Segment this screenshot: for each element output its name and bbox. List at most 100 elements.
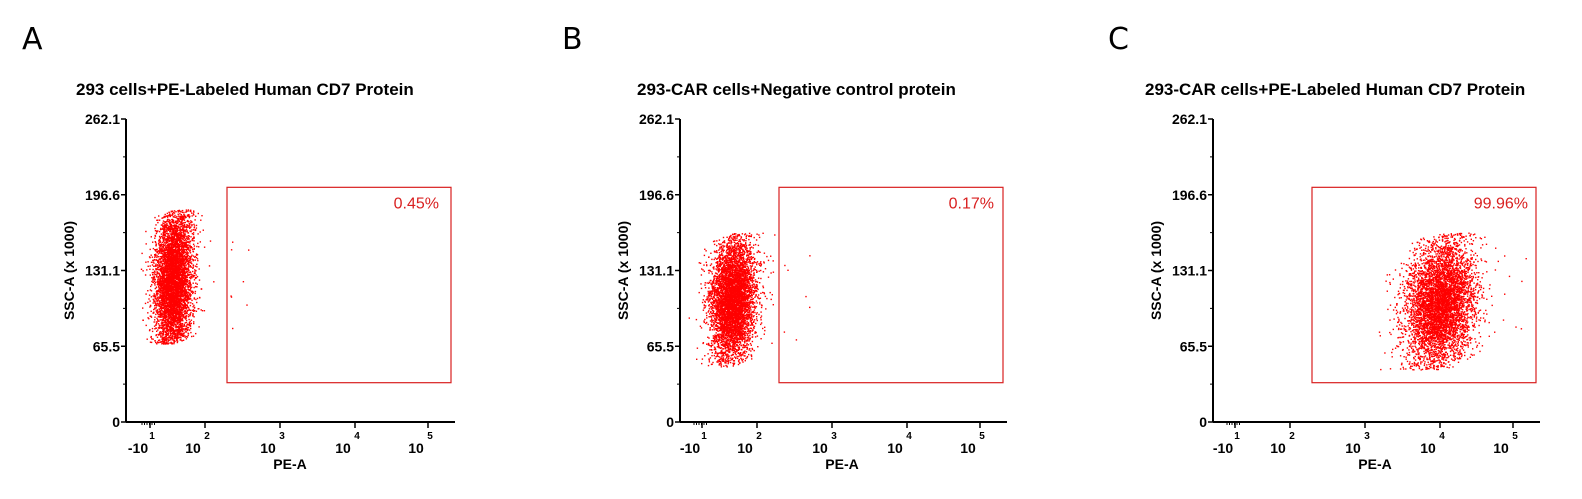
event-dot [169, 267, 171, 269]
event-dot [170, 334, 172, 336]
event-dot [160, 247, 162, 249]
event-dot [176, 281, 179, 283]
event-dot [159, 310, 162, 312]
event-dot [175, 288, 177, 291]
event-dot [163, 245, 165, 247]
event-dot [156, 294, 158, 296]
event-dot [188, 269, 190, 272]
event-dot [152, 241, 154, 243]
event-dot [161, 241, 163, 244]
event-dot [173, 255, 176, 258]
event-dot [167, 292, 169, 295]
event-dot [175, 304, 178, 306]
event-dot [169, 315, 171, 318]
event-dot [183, 271, 185, 273]
event-dot [182, 256, 185, 258]
event-dot [155, 244, 157, 246]
event-dot [167, 309, 169, 311]
event-dot [181, 231, 183, 233]
event-dot [179, 213, 181, 215]
event-dot [171, 210, 174, 212]
event-dot [186, 323, 189, 325]
event-dot [155, 281, 157, 283]
event-dot [182, 238, 184, 241]
event-dot [157, 296, 159, 298]
event-dot [157, 268, 159, 271]
event-dot [184, 298, 186, 300]
event-dot [169, 247, 171, 249]
event-dot [198, 246, 200, 248]
event-dot [176, 245, 178, 248]
event-dot [178, 323, 181, 326]
event-dot [180, 287, 182, 289]
event-dot [188, 255, 191, 258]
event-dot [151, 327, 154, 330]
event-dot [179, 294, 182, 296]
event-dot [171, 249, 173, 251]
event-dot [175, 224, 177, 226]
event-dot [170, 240, 173, 242]
event-dot [198, 279, 201, 281]
event-dot [191, 229, 193, 231]
event-dot [153, 259, 155, 262]
event-dot [154, 265, 157, 267]
event-dot [184, 306, 187, 308]
event-dot [163, 319, 165, 321]
event-dot [183, 237, 186, 239]
event-dot [162, 227, 164, 230]
event-dot [160, 301, 162, 304]
event-dot [189, 284, 191, 286]
event-dot [167, 321, 170, 324]
event-dot [172, 335, 174, 337]
event-dot [163, 340, 165, 342]
event-dot [181, 330, 184, 332]
event-dot [187, 299, 189, 301]
event-dot [188, 263, 190, 266]
event-dot [161, 255, 163, 258]
event-dot [170, 319, 172, 321]
event-dot [150, 316, 153, 318]
event-dot [179, 322, 182, 325]
event-dot [187, 267, 189, 269]
event-dot [162, 217, 164, 219]
event-dot [191, 276, 193, 278]
event-dot [165, 319, 168, 321]
event-dot [157, 320, 159, 322]
event-dot [173, 296, 175, 298]
event-dot [186, 279, 188, 281]
event-dot [159, 228, 162, 231]
event-dot [186, 267, 188, 270]
event-dot [155, 243, 157, 245]
event-dot [163, 222, 165, 225]
event-dot [187, 209, 190, 211]
event-dot [174, 323, 177, 325]
event-dot [189, 259, 191, 261]
event-dot [190, 273, 192, 275]
event-dot [163, 340, 166, 342]
event-dot [188, 318, 190, 321]
event-dot [187, 294, 189, 296]
event-dot [170, 317, 173, 319]
event-dot [190, 230, 192, 233]
event-dot [180, 268, 182, 270]
event-dot [151, 272, 154, 274]
event-dot [159, 239, 161, 241]
event-dot [167, 342, 169, 345]
event-dot [189, 281, 191, 283]
event-dot [162, 297, 164, 300]
event-dot [171, 280, 173, 283]
event-dot [197, 233, 199, 235]
event-dot [172, 319, 174, 322]
event-dot [174, 275, 176, 277]
event-dot [180, 257, 182, 259]
event-dot [178, 306, 180, 308]
event-dot [182, 262, 184, 264]
event-dot [150, 315, 152, 317]
event-dot [181, 327, 183, 330]
event-dot [179, 271, 181, 273]
event-dot [192, 255, 195, 257]
event-dot [170, 268, 172, 271]
event-dot [165, 319, 167, 321]
event-dot [152, 261, 154, 263]
event-dot [173, 210, 176, 212]
